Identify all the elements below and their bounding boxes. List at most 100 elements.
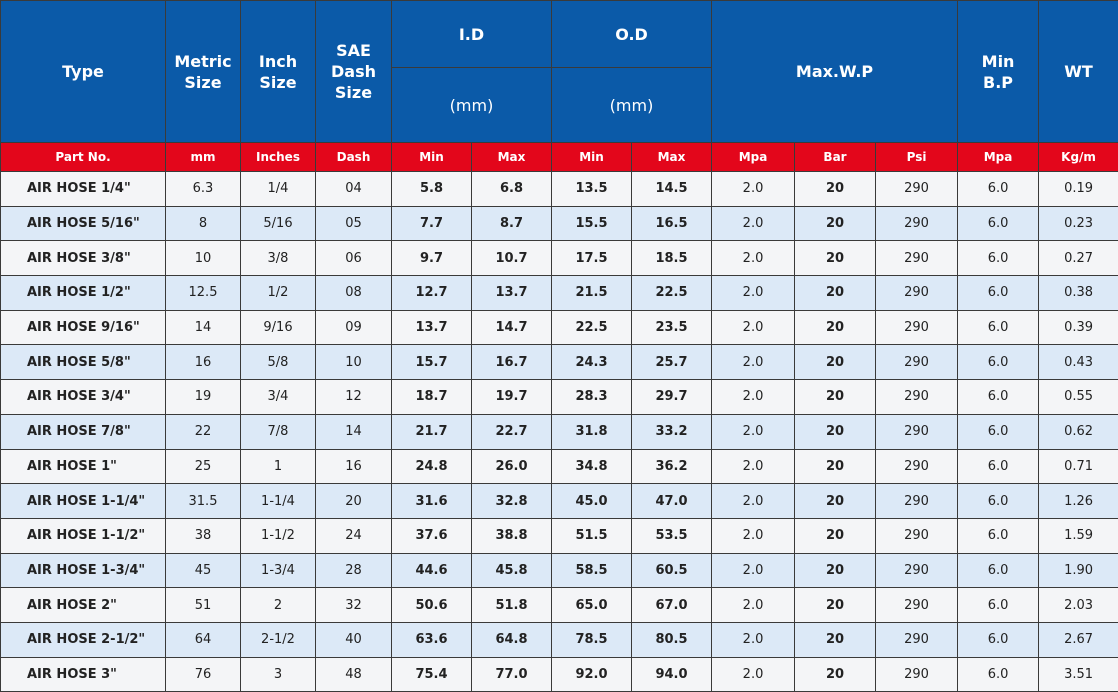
data-cell: 80.5: [630, 621, 713, 658]
unit-cell: Psi: [875, 142, 959, 172]
data-cell: 6.0: [957, 552, 1040, 589]
data-cell: 22.7: [471, 413, 552, 450]
data-cell: 32: [315, 587, 392, 623]
data-cell: 23.5: [630, 309, 713, 346]
header-cell: (mm): [550, 67, 713, 143]
data-cell: 31.8: [551, 413, 632, 450]
part-number: AIR HOSE 1": [0, 448, 166, 485]
data-cell: 20: [315, 483, 392, 519]
data-row: AIR HOSE 3/4" 19 3/4 12 18.7 19.7 28.3 29.7 2.0 2…: [0, 379, 1118, 415]
data-cell: 45.8: [471, 552, 552, 589]
data-cell: 1.26: [1038, 483, 1118, 519]
data-cell: 25.7: [630, 344, 713, 381]
data-row: AIR HOSE 1/4" 6.3 1/4 04 5.8 6.8 13.5 14.5 2.0 20…: [0, 171, 1118, 207]
part-number: AIR HOSE 3": [0, 656, 166, 692]
data-row: AIR HOSE 9/16" 14 9/16 09 13.7 14.7 22.5 23.5 2.…: [0, 309, 1118, 346]
data-cell: 20: [794, 205, 877, 242]
part-number: AIR HOSE 1-1/4": [0, 483, 166, 519]
data-cell: 290: [875, 656, 959, 692]
data-cell: 12.7: [391, 275, 472, 311]
data-cell: 290: [875, 240, 959, 277]
data-cell: 47.0: [630, 483, 713, 519]
data-cell: 0.27: [1038, 240, 1118, 277]
header-label: WT: [1064, 62, 1093, 81]
header-label: Min B.P: [981, 51, 1015, 92]
data-cell: 24.8: [391, 448, 472, 485]
data-cell: 20: [794, 552, 877, 589]
data-cell: 5/16: [240, 205, 316, 242]
data-cell: 20: [794, 621, 877, 658]
data-row: AIR HOSE 5/16" 8 5/16 05 7.7 8.7 15.5 16.5 2.0 20…: [0, 205, 1118, 242]
header-label: O.D: [615, 24, 648, 44]
data-row: AIR HOSE 1" 25 1 16 24.8 26.0 34.8 36.2 2.0 20 290…: [0, 448, 1118, 485]
data-cell: 290: [875, 344, 959, 381]
part-number: AIR HOSE 1/4": [0, 171, 166, 207]
part-number: AIR HOSE 2-1/2": [0, 621, 166, 658]
units-row: Part No. mm Inches Dash Min Max Min Max Mpa Bar Ps…: [0, 142, 1118, 172]
data-cell: 290: [875, 379, 959, 415]
part-number: AIR HOSE 5/8": [0, 344, 166, 381]
data-cell: 12.5: [165, 275, 241, 311]
data-cell: 25: [165, 448, 241, 485]
data-cell: 51: [165, 587, 241, 623]
data-cell: 08: [315, 275, 392, 311]
header-label: Max.W.P: [795, 62, 874, 81]
data-cell: 20: [794, 483, 877, 519]
data-cell: 7.7: [391, 205, 472, 242]
unit-cell: Dash: [315, 142, 392, 172]
data-cell: 20: [794, 413, 877, 450]
data-cell: 0.19: [1038, 171, 1118, 207]
data-cell: 290: [875, 621, 959, 658]
data-cell: 64.8: [471, 621, 552, 658]
data-cell: 22.5: [630, 275, 713, 311]
data-cell: 20: [794, 240, 877, 277]
data-cell: 14.5: [630, 171, 713, 207]
data-cell: 06: [315, 240, 392, 277]
data-cell: 3: [240, 656, 316, 692]
data-cell: 1-1/2: [240, 517, 316, 554]
data-cell: 64: [165, 621, 241, 658]
unit-cell: mm: [165, 142, 241, 172]
data-cell: 20: [794, 656, 877, 692]
data-cell: 1/4: [240, 171, 316, 207]
part-number: AIR HOSE 9/16": [0, 309, 166, 346]
data-cell: 31.6: [391, 483, 472, 519]
unit-cell: Part No.: [0, 142, 166, 172]
data-cell: 290: [875, 171, 959, 207]
data-cell: 290: [875, 517, 959, 554]
data-cell: 2.67: [1038, 621, 1118, 658]
data-cell: 1.59: [1038, 517, 1118, 554]
data-cell: 38.8: [471, 517, 552, 554]
data-cell: 2.0: [711, 448, 796, 485]
data-row: AIR HOSE 3/8" 10 3/8 06 9.7 10.7 17.5 18.5 2.0 20…: [0, 240, 1118, 277]
unit-cell: Bar: [794, 142, 877, 172]
data-cell: 04: [315, 171, 392, 207]
data-cell: 290: [875, 205, 959, 242]
data-cell: 2.0: [711, 275, 796, 311]
data-cell: 10: [315, 344, 392, 381]
data-cell: 20: [794, 309, 877, 346]
data-cell: 290: [875, 309, 959, 346]
data-cell: 36.2: [630, 448, 713, 485]
data-cell: 28: [315, 552, 392, 589]
data-row: AIR HOSE 1/2" 12.5 1/2 08 12.7 13.7 21.5 22.5 2.…: [0, 275, 1118, 311]
data-cell: 8.7: [471, 205, 552, 242]
data-cell: 33.2: [630, 413, 713, 450]
data-cell: 76: [165, 656, 241, 692]
data-cell: 2.0: [711, 517, 796, 554]
data-cell: 1-3/4: [240, 552, 316, 589]
data-cell: 20: [794, 379, 877, 415]
data-cell: 53.5: [630, 517, 713, 554]
data-cell: 2.0: [711, 483, 796, 519]
part-number: AIR HOSE 3/4": [0, 379, 166, 415]
data-cell: 2.0: [711, 656, 796, 692]
data-cell: 290: [875, 552, 959, 589]
data-cell: 92.0: [551, 656, 632, 692]
header-row: (mm) (mm): [1, 67, 1118, 143]
data-cell: 1: [240, 448, 316, 485]
header-cell: SAE Dash Size: [315, 0, 392, 143]
data-cell: 16.5: [630, 205, 713, 242]
part-number: AIR HOSE 1-3/4": [0, 552, 166, 589]
data-cell: 75.4: [391, 656, 472, 692]
